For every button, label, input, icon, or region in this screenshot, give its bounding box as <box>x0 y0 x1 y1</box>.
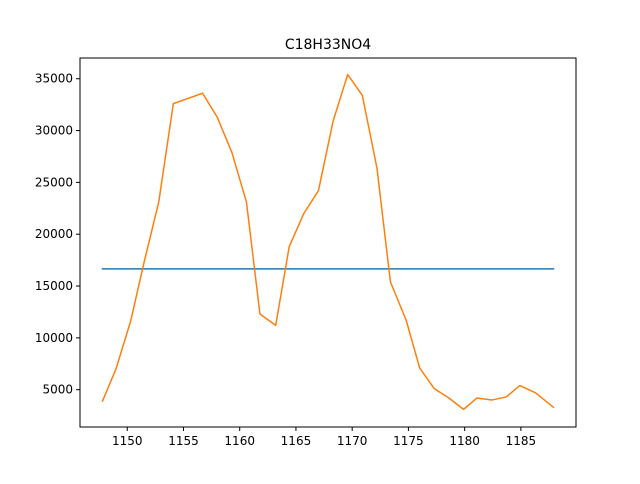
x-tick-label: 1185 <box>506 434 537 448</box>
y-axis: 5000 10000 15000 20000 25000 30000 35000 <box>35 72 80 397</box>
y-tick-label: 10000 <box>35 331 73 345</box>
x-tick-label: 1150 <box>112 434 143 448</box>
y-tick-label: 25000 <box>35 175 73 189</box>
x-tick-label: 1155 <box>168 434 199 448</box>
x-tick-label: 1175 <box>393 434 424 448</box>
y-tick-label: 15000 <box>35 279 73 293</box>
series-line-2 <box>101 73 555 411</box>
y-tick-label: 35000 <box>35 72 73 86</box>
y-tick-label: 30000 <box>35 124 73 138</box>
y-tick-label: 20000 <box>35 227 73 241</box>
x-tick-label: 1180 <box>449 434 480 448</box>
x-tick-label: 1160 <box>224 434 255 448</box>
series-layer <box>101 73 555 411</box>
plot-frame <box>79 57 577 428</box>
y-tick-label: 5000 <box>42 383 73 397</box>
x-tick-label: 1170 <box>337 434 368 448</box>
x-tick-label: 1165 <box>281 434 312 448</box>
chart-title: C18H33NO4 <box>285 37 371 53</box>
x-axis: 1150 1155 1160 1165 1170 1175 1180 1185 <box>112 427 536 448</box>
